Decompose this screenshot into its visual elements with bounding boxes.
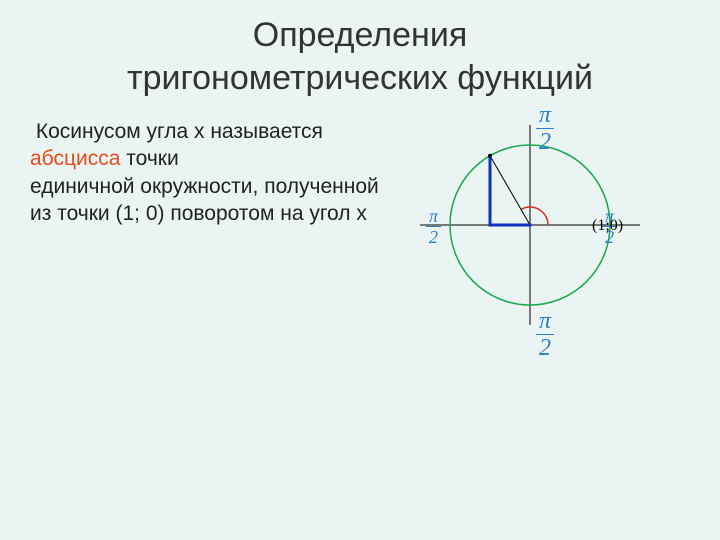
label-pi-over-2-bottom: π 2 (536, 309, 554, 360)
diagram-svg (380, 95, 680, 355)
definition-text: Косинусом угла х называется абсцисса точ… (30, 118, 390, 227)
label-pi-over-2-top: π 2 (536, 103, 554, 154)
label-pi-over-2-left: π 2 (426, 207, 441, 246)
title-line-2: тригонометрических функций (127, 59, 593, 97)
highlight-word: абсцисса (30, 147, 120, 170)
unit-circle-diagram: π 2 π 2 π 2 π 2 (1;0) (380, 95, 680, 355)
label-point-1-0: (1;0) (592, 217, 623, 235)
title-line-1: Определения (253, 16, 467, 54)
